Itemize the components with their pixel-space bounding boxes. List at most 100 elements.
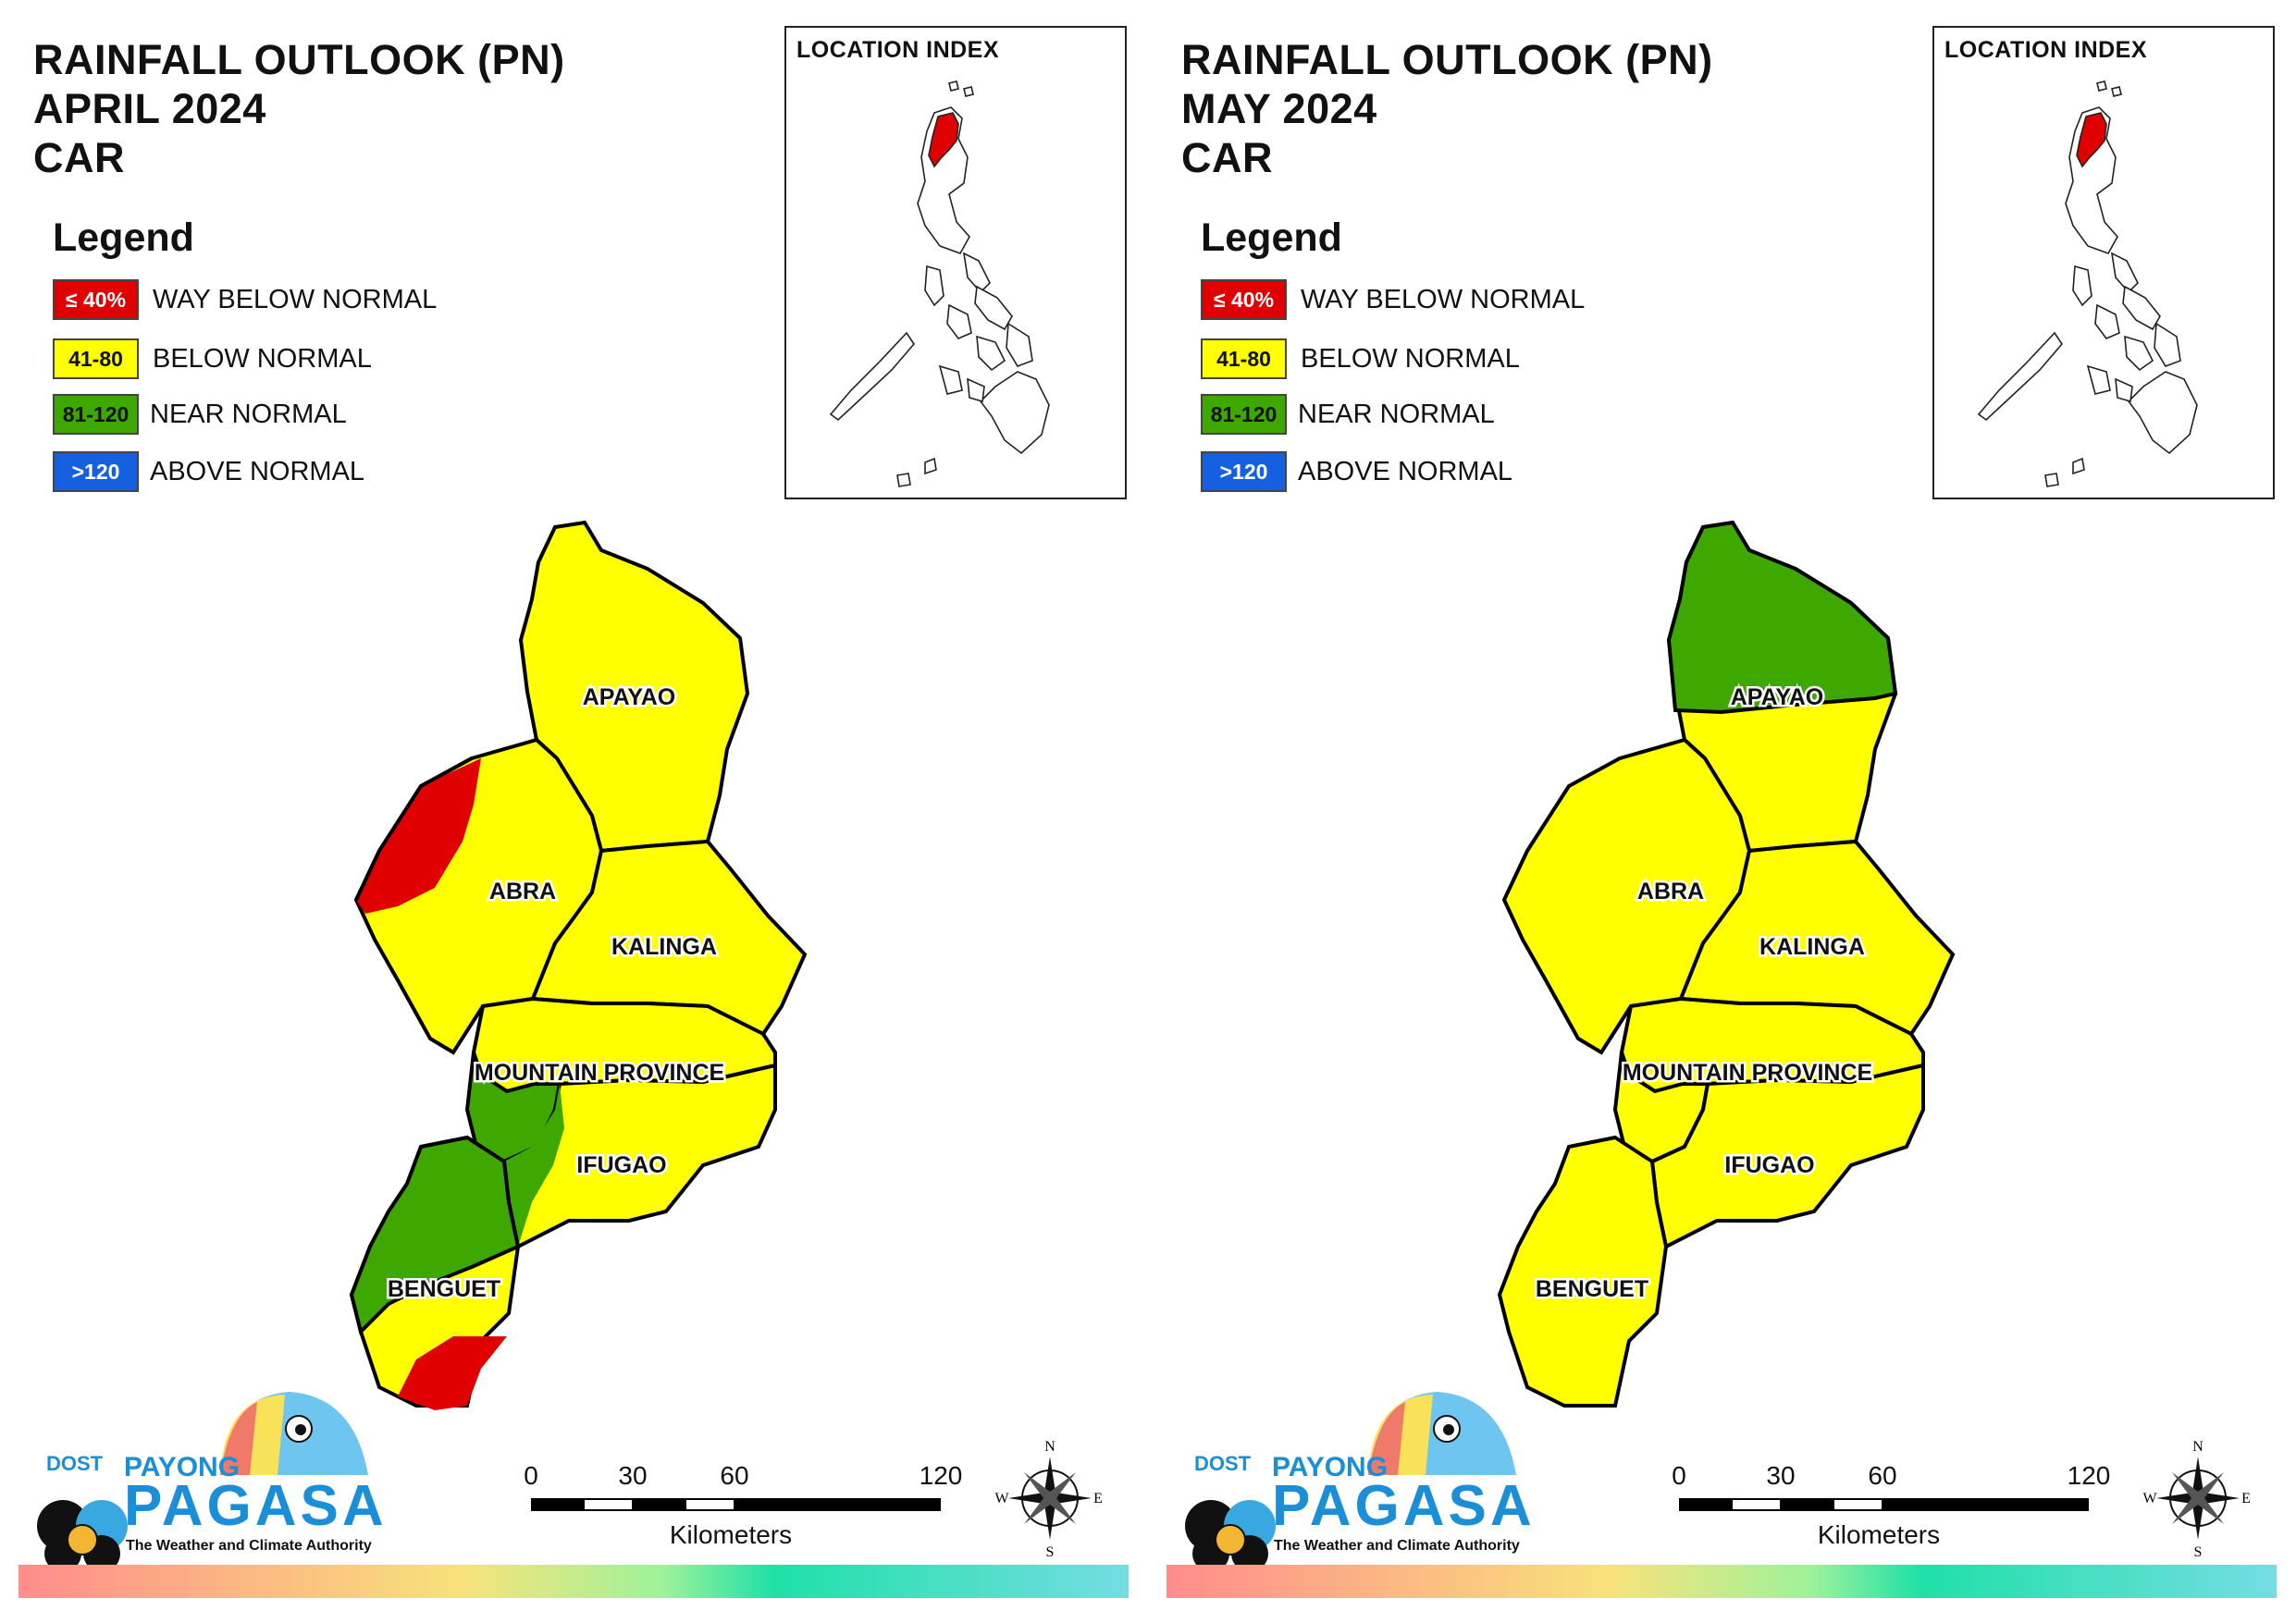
scale-tick-30: 30 [1766,1461,1796,1490]
scale-tick-60: 60 [720,1461,749,1490]
logo-payong: PAYONG [124,1452,241,1482]
legend-label: WAY BELOW NORMAL [1301,285,1586,314]
logo-tagline: The Weather and Climate Authority [126,1538,372,1554]
label-mountain-province: MOUNTAIN PROVINCE [1623,1060,1872,1086]
label-kalinga: KALINGA [611,934,717,960]
region-way-below-normal-benguet [398,1336,507,1410]
scale-tick-30: 30 [618,1461,648,1490]
legend-swatch: 81-120 [1201,394,1287,435]
legend-label: WAY BELOW NORMAL [153,285,438,314]
map-title: RAINFALL OUTLOOK (PN) APRIL 2024 CAR [33,35,565,182]
region-near-normal-apayao [1666,520,1898,715]
compass-n: N [1044,1439,1055,1455]
scale-segment [1782,1498,1833,1511]
compass-w: W [2142,1491,2157,1506]
compass-e: E [2241,1491,2251,1506]
legend-swatch: >120 [1201,451,1287,492]
north-arrow-compass: N E S W [2142,1438,2253,1560]
scale-tick-60: 60 [1868,1461,1897,1490]
logo-dost: DOST [1194,1452,1252,1475]
scale-segment [1679,1498,1731,1511]
label-ifugao: IFUGAO [1724,1152,1814,1178]
car-province-map: APAYAO ABRA KALINGA MOUNTAIN PROVINCE IF… [1497,520,1956,1408]
logo-pagasa: PAGASA [1272,1474,1536,1538]
legend-swatch: ≤ 40% [53,279,139,320]
compass-rose-icon: N E S W [2142,1439,2251,1560]
location-index-inset: LOCATION INDEX [784,26,1127,499]
title-line-2: APRIL 2024 [33,85,266,132]
scale-bar: 0 30 60 120 Kilometers [1666,1461,2129,1563]
legend-swatch: 81-120 [53,394,139,435]
payong-pagasa-logo: DOST PAYONG PAGASA The Weather and Clima… [1183,1387,1535,1572]
umbrella-icon [37,1392,368,1572]
car-province-map: APAYAO ABRA KALINGA MOUNTAIN PROVINCE IF… [349,520,808,1410]
inset-title: LOCATION INDEX [1944,37,2148,63]
scale-tick-120: 120 [2067,1461,2111,1490]
region-near-normal-benguet [349,1135,521,1335]
scale-bar: 0 30 60 120 Kilometers [518,1461,981,1563]
car-region-highlight [2076,112,2107,168]
region-near-normal-ifugao [504,1084,564,1247]
logo-payong: PAYONG [1272,1452,1389,1482]
footer-gradient-band [1167,1565,2277,1598]
compass-e: E [1093,1491,1103,1506]
philippines-outline-map [829,80,1050,487]
footer-gradient-band [19,1565,1129,1598]
panel-april: RAINFALL OUTLOOK (PN) APRIL 2024 CAR Leg… [19,26,1129,1598]
label-apayao: APAYAO [1731,684,1824,710]
scale-segment [1883,1498,2089,1511]
title-line-3: CAR [33,134,125,181]
label-abra: ABRA [489,879,556,904]
logo-dost: DOST [46,1452,104,1475]
payong-pagasa-logo: DOST PAYONG PAGASA The Weather and Clima… [35,1387,387,1572]
scale-unit: Kilometers [1817,1520,1941,1549]
logo-tagline: The Weather and Climate Authority [1274,1538,1520,1554]
compass-s: S [1046,1544,1055,1558]
scale-segment [531,1498,583,1511]
legend-swatch: >120 [53,451,139,492]
legend-title: Legend [1201,215,1342,260]
scale-segment [583,1498,634,1511]
car-region-highlight [928,112,959,168]
legend-swatch: ≤ 40% [1201,279,1287,320]
label-benguet: BENGUET [1536,1276,1648,1302]
legend-title: Legend [53,215,194,260]
compass-s: S [2194,1544,2203,1558]
label-kalinga: KALINGA [1759,934,1865,960]
legend-label: NEAR NORMAL [150,400,347,429]
title-line-2: MAY 2024 [1181,85,1377,132]
label-ifugao: IFUGAO [576,1152,666,1178]
legend-label: ABOVE NORMAL [150,457,365,486]
philippines-outline-map [1977,80,2198,487]
label-abra: ABRA [1637,879,1704,904]
north-arrow-compass: N E S W [994,1438,1105,1560]
province-ifugao [1649,1063,1925,1249]
title-line-1: RAINFALL OUTLOOK (PN) [33,36,565,83]
province-benguet [1497,1135,1669,1408]
legend-label: BELOW NORMAL [1301,344,1520,374]
scale-tick-0: 0 [524,1461,538,1490]
scale-tick-0: 0 [1672,1461,1686,1490]
location-index-inset: LOCATION INDEX [1932,26,2275,499]
scale-unit: Kilometers [669,1520,793,1549]
scale-segment [634,1498,685,1511]
scale-segment [1833,1498,1883,1511]
scale-segment [735,1498,941,1511]
panel-may: RAINFALL OUTLOOK (PN) MAY 2024 CAR Legen… [1148,0,2296,1623]
scale-segment [685,1498,735,1511]
map-title: RAINFALL OUTLOOK (PN) MAY 2024 CAR [1181,35,1713,182]
legend-label: BELOW NORMAL [153,344,372,374]
legend-swatch: 41-80 [53,338,139,379]
legend-label: NEAR NORMAL [1298,400,1495,429]
region-way-below-normal-abra [356,758,481,914]
inset-title: LOCATION INDEX [796,37,1000,63]
umbrella-icon [1185,1392,1516,1572]
title-line-3: CAR [1181,134,1273,181]
scale-segment [1731,1498,1782,1511]
label-benguet: BENGUET [388,1276,500,1302]
scale-tick-120: 120 [919,1461,963,1490]
compass-w: W [994,1491,1009,1506]
logo-pagasa: PAGASA [124,1474,388,1538]
title-line-1: RAINFALL OUTLOOK (PN) [1181,36,1713,83]
compass-rose-icon: N E S W [994,1439,1103,1560]
